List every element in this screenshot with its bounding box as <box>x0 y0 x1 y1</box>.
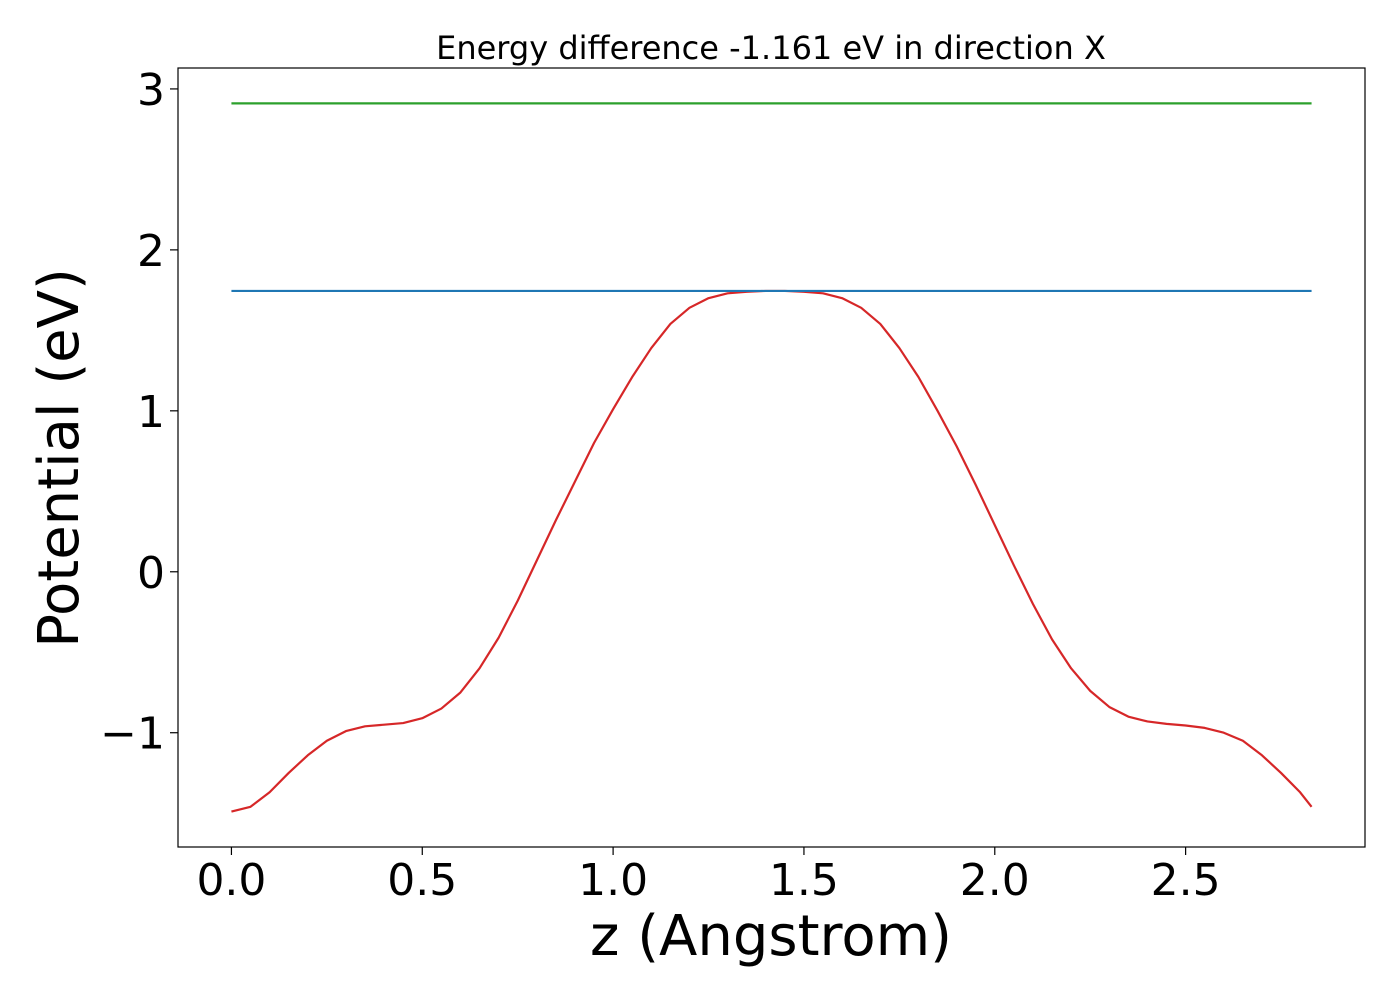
y-tick-label: −1 <box>100 709 165 760</box>
plot-lines <box>231 102 1313 813</box>
series-line-0 <box>231 289 1313 813</box>
x-tick-label: 1.5 <box>769 855 839 906</box>
x-tick-label: 1.0 <box>578 855 648 906</box>
chart-title: Energy difference -1.161 eV in direction… <box>436 29 1106 67</box>
y-tick-label: 2 <box>137 226 165 277</box>
y-tick-label: 0 <box>137 548 165 599</box>
x-axis-label: z (Angstrom) <box>590 904 952 969</box>
x-tick-label: 0.5 <box>387 855 457 906</box>
plot-area-frame <box>177 67 1366 848</box>
y-tick-label: 3 <box>137 65 165 116</box>
y-axis-label: Potential (eV) <box>27 268 92 648</box>
x-tick-label: 2.5 <box>1151 855 1221 906</box>
y-tick-label: 1 <box>137 387 165 438</box>
x-tick-label: 2.0 <box>960 855 1030 906</box>
x-axis: 0.0 0.5 1.0 1.5 2.0 2.5 <box>196 847 1221 906</box>
y-axis: −1 0 1 2 3 <box>100 65 178 760</box>
x-tick-label: 0.0 <box>196 855 266 906</box>
